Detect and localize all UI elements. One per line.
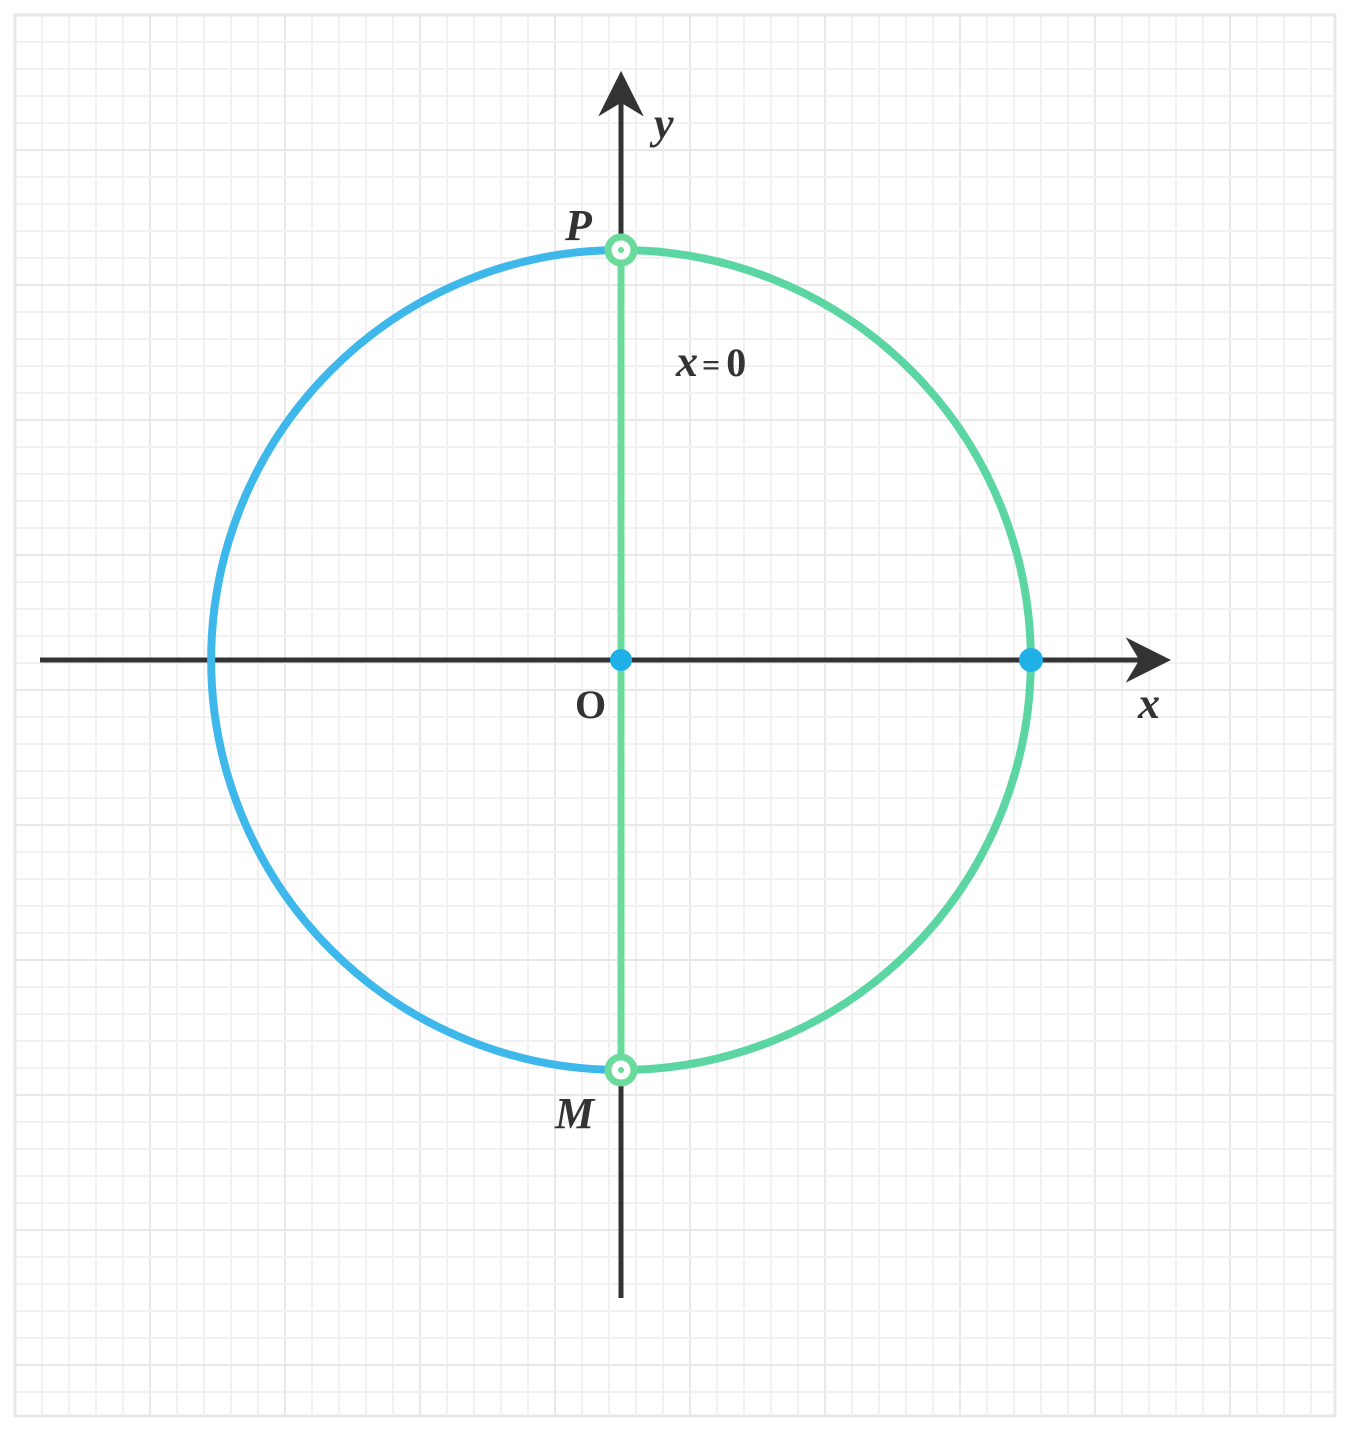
- origin-point: [610, 649, 632, 671]
- diagram-canvas: xyPMOx=0: [0, 0, 1350, 1431]
- equation-var: x: [675, 337, 698, 386]
- equation-label: x=0: [675, 337, 746, 386]
- equation-eq: =: [702, 347, 720, 383]
- origin-label: O: [575, 682, 606, 727]
- point-p-inner: [618, 247, 624, 253]
- diagram-svg: xyPMOx=0: [0, 0, 1350, 1431]
- point-p-label: P: [564, 201, 593, 250]
- point-m-label: M: [554, 1089, 596, 1138]
- point-m-inner: [618, 1067, 624, 1073]
- right-point: [1019, 648, 1043, 672]
- equation-val: 0: [726, 340, 746, 385]
- x-axis-label: x: [1137, 679, 1160, 728]
